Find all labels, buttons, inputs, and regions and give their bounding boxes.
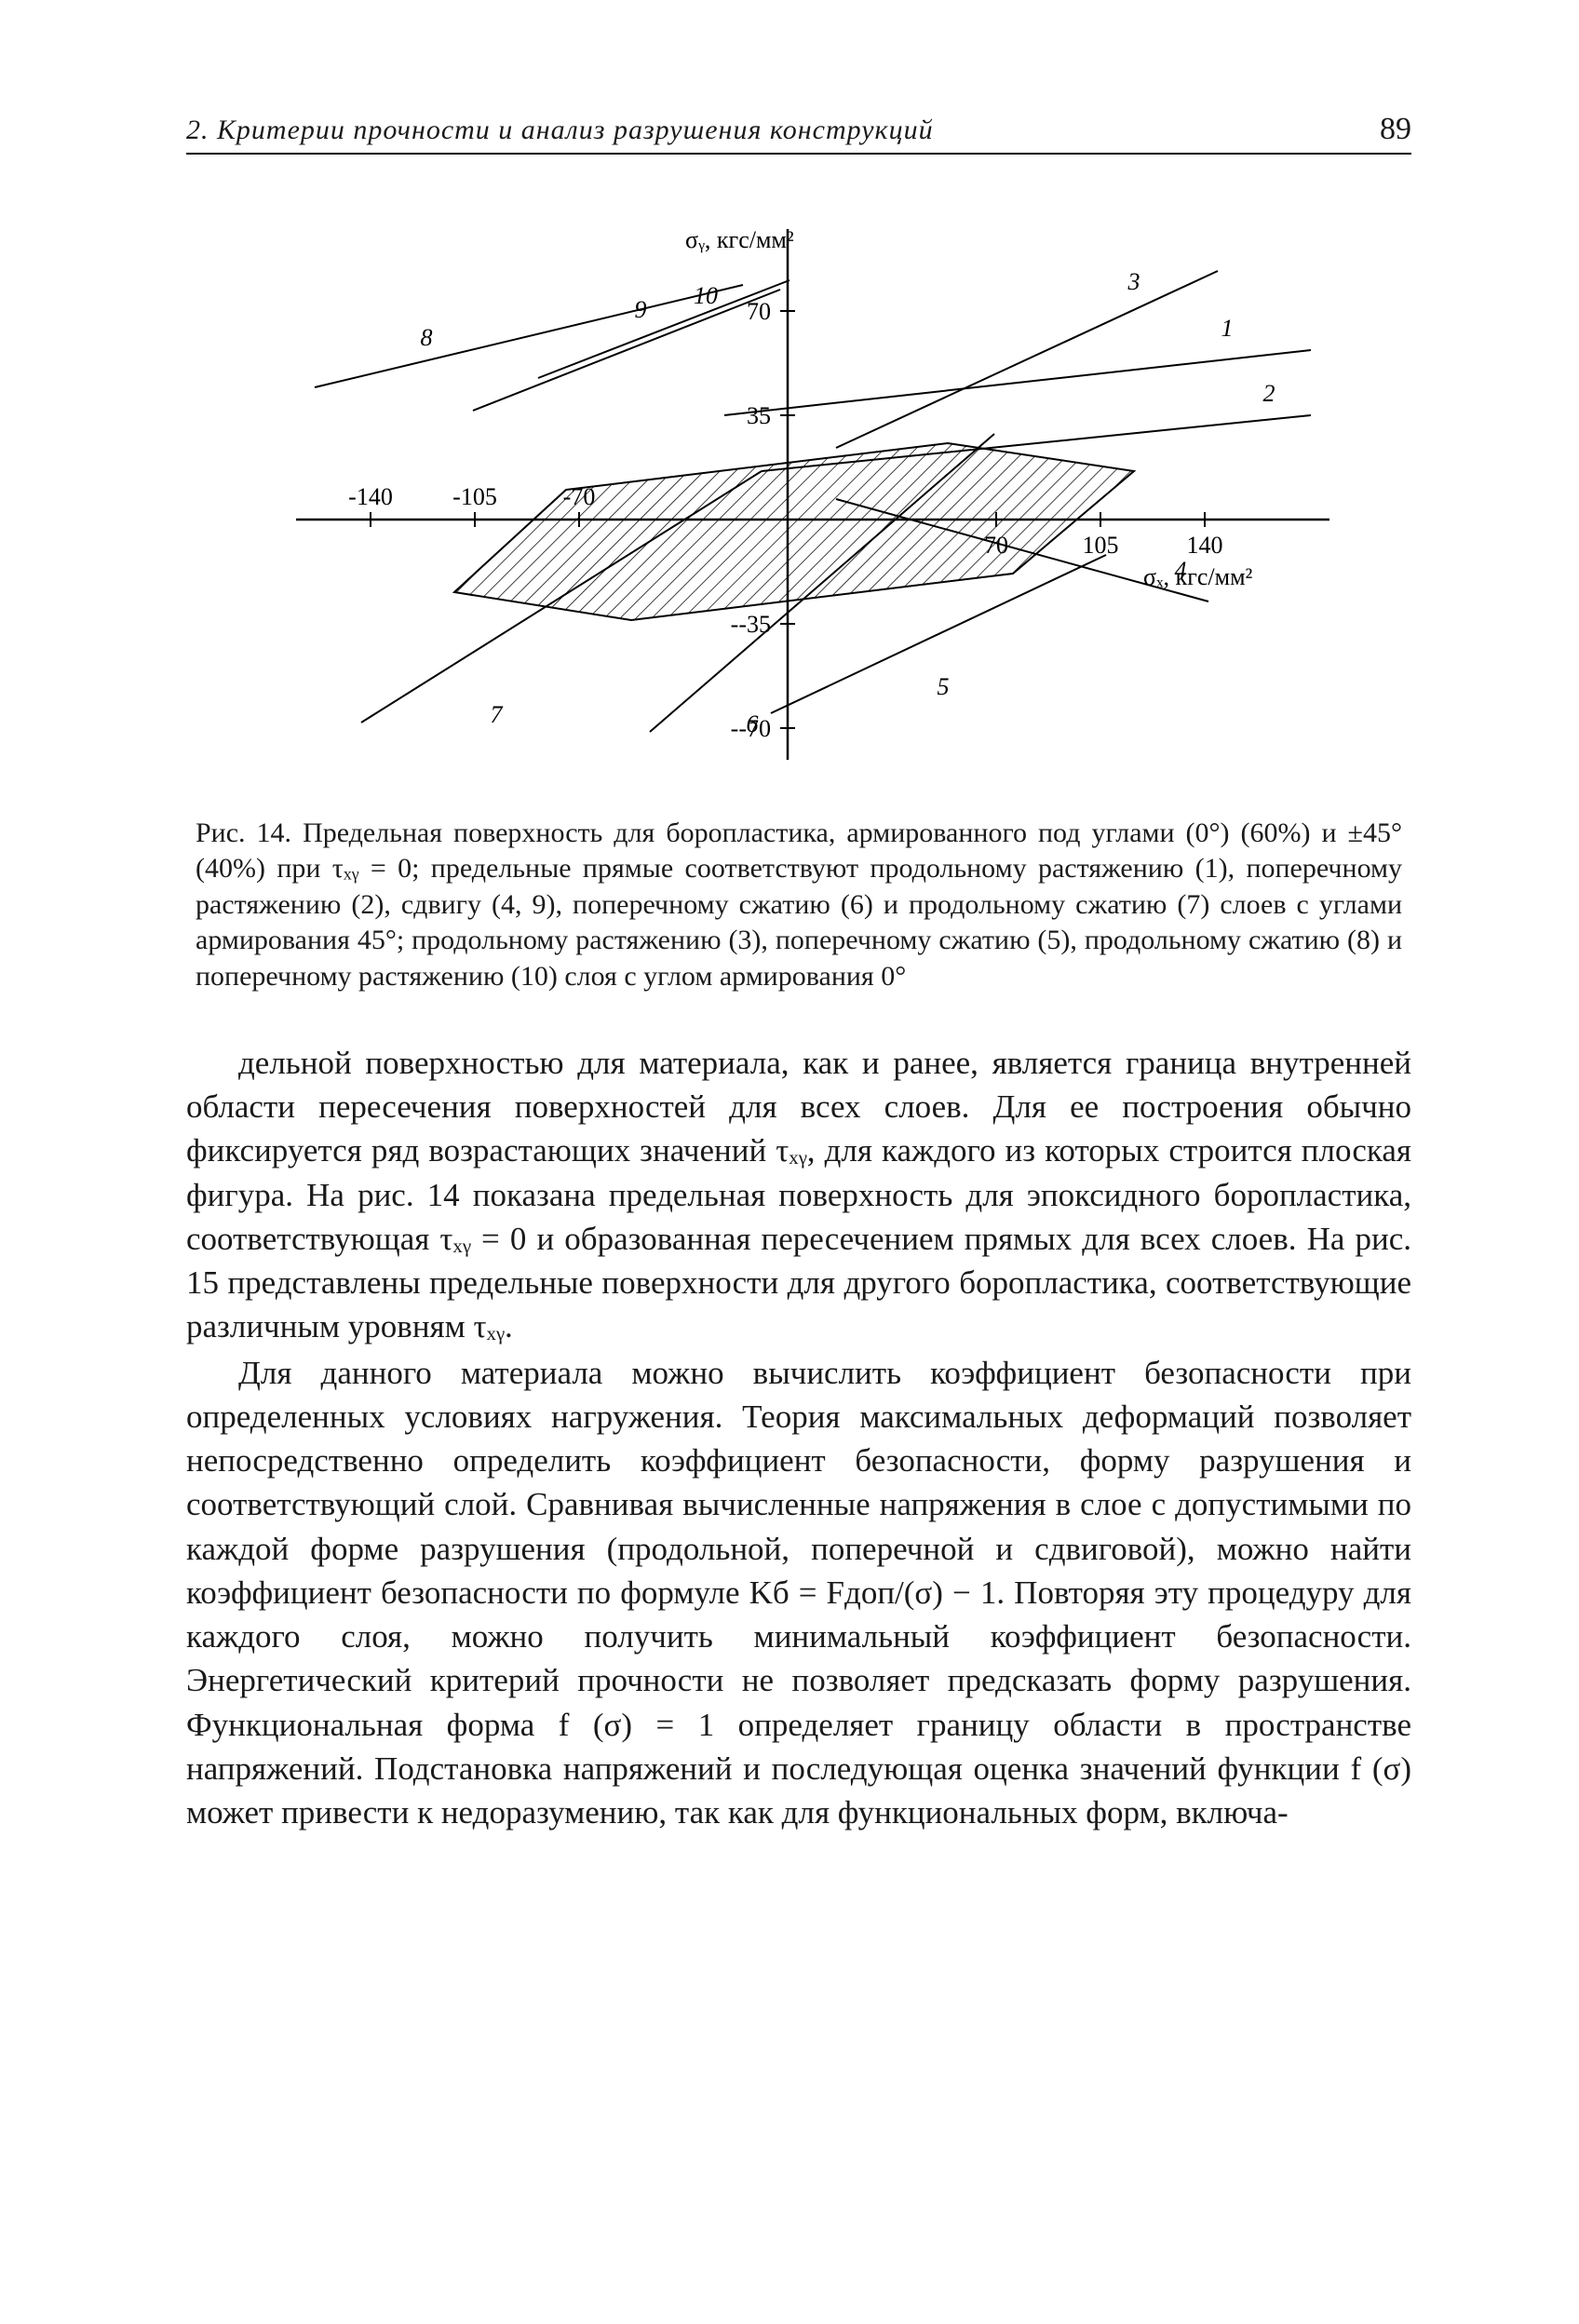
svg-text:9: 9 <box>635 296 647 323</box>
figure-svg: -140-105-70701051407035--35--70σᵧ, кгс/м… <box>240 192 1357 788</box>
svg-text:1: 1 <box>1221 315 1234 342</box>
caption-prefix: Рис. 14. <box>196 817 291 848</box>
svg-text:σₓ, кгс/мм²: σₓ, кгс/мм² <box>1143 563 1253 590</box>
svg-text:σᵧ, кгс/мм²: σᵧ, кгс/мм² <box>685 226 794 253</box>
svg-text:6: 6 <box>747 710 759 737</box>
svg-text:4: 4 <box>1175 557 1187 584</box>
figure-14: -140-105-70701051407035--35--70σᵧ, кгс/м… <box>186 192 1411 788</box>
svg-text:--35: --35 <box>731 611 771 638</box>
running-head: 2. Критерии прочности и анализ разрушени… <box>186 112 1411 155</box>
svg-text:-105: -105 <box>452 483 497 510</box>
svg-text:140: 140 <box>1187 532 1223 559</box>
page-number: 89 <box>1380 112 1411 147</box>
svg-text:-140: -140 <box>348 483 393 510</box>
svg-text:10: 10 <box>694 282 718 309</box>
svg-text:8: 8 <box>421 324 433 351</box>
svg-text:7: 7 <box>491 701 504 728</box>
running-title: 2. Критерии прочности и анализ разрушени… <box>186 115 934 146</box>
svg-text:35: 35 <box>747 402 771 429</box>
figure-caption: Рис. 14. Предельная поверхность для боро… <box>196 816 1402 994</box>
svg-text:2: 2 <box>1263 380 1275 407</box>
page: 2. Критерии прочности и анализ разрушени… <box>0 0 1579 2324</box>
para-1: дельной поверхностью для материала, как … <box>186 1041 1411 1349</box>
para-2: Для данного материала можно вычислить ко… <box>186 1351 1411 1835</box>
svg-text:3: 3 <box>1127 268 1140 295</box>
caption-text: Предельная поверхность для боропластика,… <box>196 817 1402 992</box>
svg-text:105: 105 <box>1083 532 1119 559</box>
svg-text:5: 5 <box>938 673 950 700</box>
